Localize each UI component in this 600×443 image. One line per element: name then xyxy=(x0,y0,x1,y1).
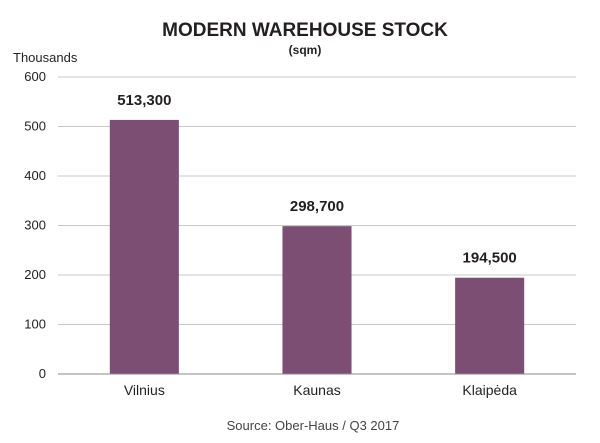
bar xyxy=(455,277,525,374)
category-label: Vilnius xyxy=(124,382,165,398)
category-label: Kaunas xyxy=(293,382,340,398)
bars xyxy=(109,119,525,374)
data-labels: 513,300 298,700 194,500 xyxy=(117,92,517,267)
y-axis-ticks: 0 100 200 300 400 500 600 xyxy=(24,69,46,381)
data-label: 298,700 xyxy=(290,198,344,215)
chart-subtitle: (sqm) xyxy=(289,43,322,57)
y-tick-label: 100 xyxy=(24,317,46,332)
y-tick-label: 0 xyxy=(39,366,46,381)
y-tick-label: 300 xyxy=(24,218,46,233)
data-label: 194,500 xyxy=(463,250,517,267)
y-tick-label: 500 xyxy=(24,119,46,134)
y-axis-label: Thousands xyxy=(13,50,78,65)
category-labels: Vilnius Kaunas Klaipėda xyxy=(124,382,517,398)
data-label: 513,300 xyxy=(117,92,171,109)
y-tick-label: 600 xyxy=(24,69,46,84)
y-tick-label: 400 xyxy=(24,168,46,183)
y-tick-label: 200 xyxy=(24,267,46,282)
category-label: Klaipėda xyxy=(462,382,517,398)
source-note: Source: Ober-Haus / Q3 2017 xyxy=(227,418,400,433)
chart-title: MODERN WAREHOUSE STOCK xyxy=(162,20,448,41)
bar xyxy=(109,119,179,374)
bar xyxy=(282,226,352,374)
